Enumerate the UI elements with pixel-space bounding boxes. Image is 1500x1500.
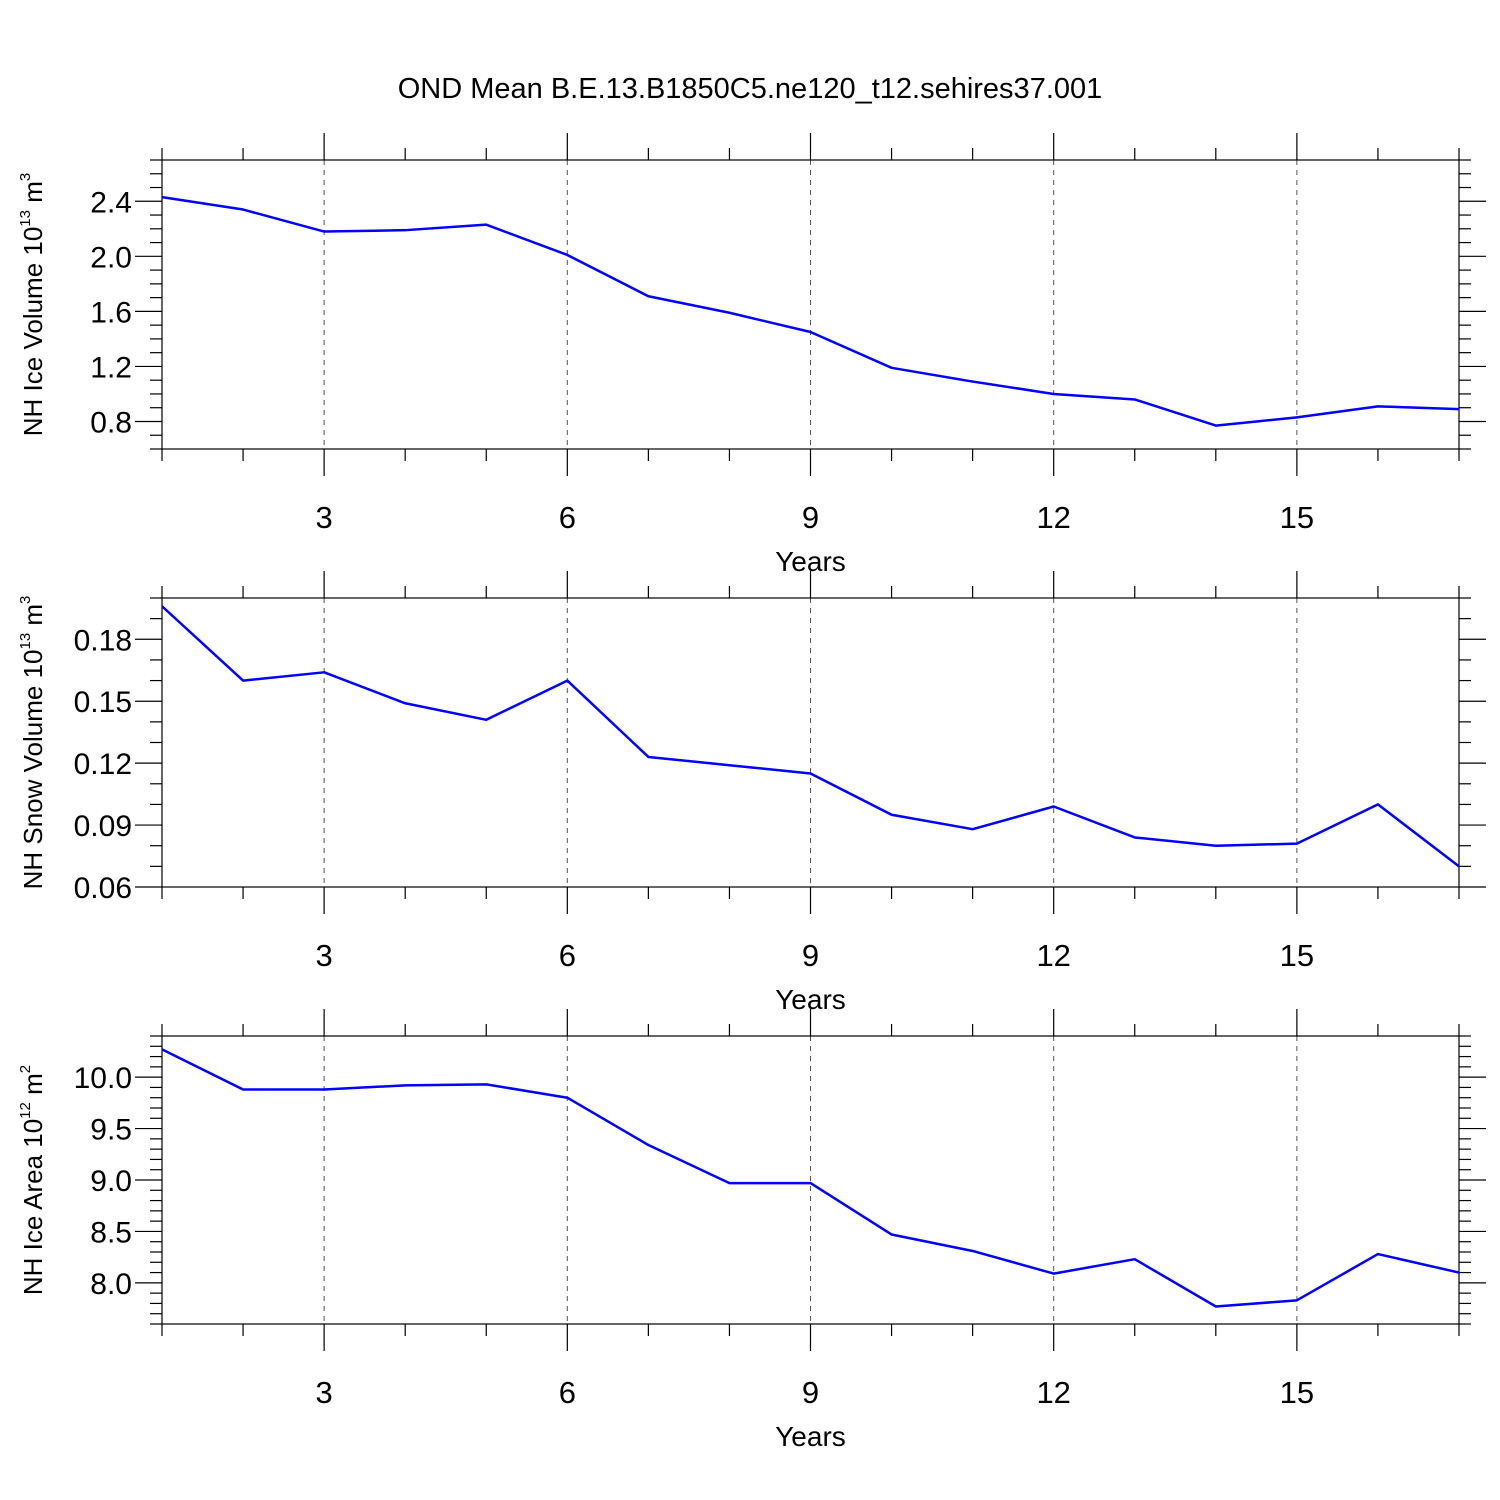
x-tick-label: 12 xyxy=(1036,500,1070,535)
x-tick-label: 9 xyxy=(802,1375,819,1410)
y-tick-label: 10.0 xyxy=(74,1062,132,1095)
series-line-1 xyxy=(161,195,1460,427)
chart-panel-3: 8.0 8.5 9.0 9.5 10.0 3 6 9 12 15 Years NH Ice Area … xyxy=(17,1009,1486,1452)
y-tick-label: 0.18 xyxy=(74,624,132,657)
y-tick-label: 0.06 xyxy=(74,872,132,905)
y-tick-label: 0.8 xyxy=(90,406,132,439)
x-tick-label: 9 xyxy=(802,938,819,973)
series-line-1 xyxy=(161,605,1460,868)
x-tick-label: 9 xyxy=(802,500,819,535)
y-axis-label: NH Snow Volume 1013 m3 xyxy=(17,596,48,890)
x-axis-label: Years xyxy=(775,1421,846,1452)
x-tick-label: 6 xyxy=(559,938,576,973)
x-tick-label: 3 xyxy=(316,1375,333,1410)
y-axis-label: NH Ice Volume 1013 m3 xyxy=(17,173,48,436)
y-tick-label: 1.6 xyxy=(90,296,132,329)
y-tick-label: 9.0 xyxy=(90,1165,132,1198)
y-tick-label: 2.0 xyxy=(90,241,132,274)
x-tick-label: 15 xyxy=(1280,1375,1314,1410)
series-line-1 xyxy=(161,1048,1460,1308)
y-tick-label: 9.5 xyxy=(90,1114,132,1147)
y-tick-label: 2.4 xyxy=(90,186,132,219)
y-tick-label: 0.09 xyxy=(74,810,132,843)
x-tick-label: 15 xyxy=(1280,500,1314,535)
y-tick-label: 0.15 xyxy=(74,686,132,719)
y-tick-label: 8.0 xyxy=(90,1268,132,1301)
x-tick-label: 15 xyxy=(1280,938,1314,973)
y-tick-label: 1.2 xyxy=(90,351,132,384)
panels: 0.8 1.2 1.6 2.0 2.4 3 6 9 12 15 Years NH Ice Volume… xyxy=(17,133,1486,1452)
x-tick-label: 6 xyxy=(559,1375,576,1410)
x-tick-label: 6 xyxy=(559,500,576,535)
y-tick-label: 0.12 xyxy=(74,748,132,781)
y-axis-label: NH Ice Area 1012 m2 xyxy=(17,1065,48,1295)
y-tick-label: 8.5 xyxy=(90,1216,132,1249)
x-tick-label: 3 xyxy=(316,500,333,535)
figure-title: OND Mean B.E.13.B1850C5.ne120_t12.sehire… xyxy=(398,73,1103,105)
x-tick-label: 12 xyxy=(1036,1375,1070,1410)
x-tick-label: 3 xyxy=(316,938,333,973)
x-tick-label: 12 xyxy=(1036,938,1070,973)
